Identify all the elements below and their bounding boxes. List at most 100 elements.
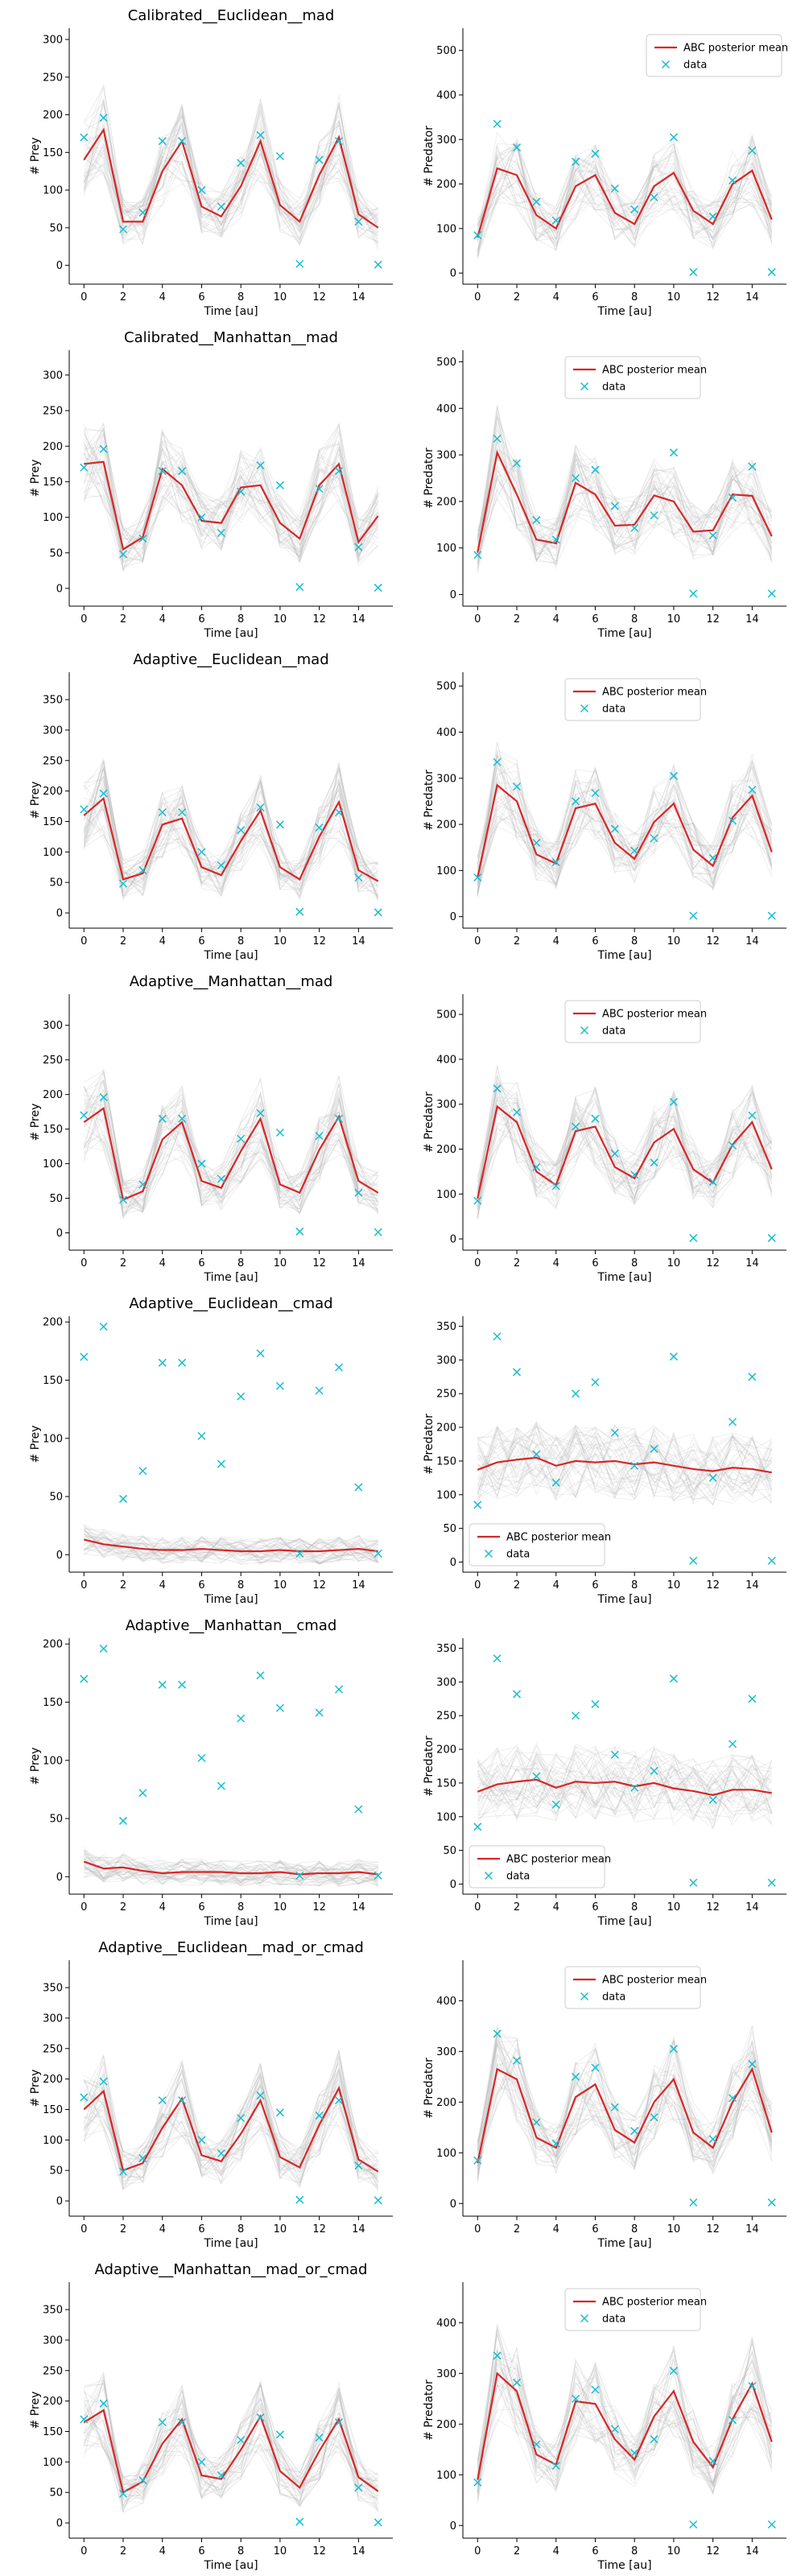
- sample-line: [83, 762, 378, 902]
- data-point: [689, 2520, 698, 2529]
- x-tick-label: 14: [352, 613, 365, 625]
- y-tick-label: 50: [49, 1193, 63, 1205]
- posterior-samples: [83, 2370, 379, 2514]
- data-point: [728, 816, 737, 825]
- chart-title: Adaptive__Manhattan__mad: [130, 973, 333, 990]
- x-tick-label: 6: [592, 2223, 598, 2235]
- data-point: [315, 824, 324, 832]
- data-point: [630, 2449, 639, 2458]
- legend: ABC posterior mean data: [564, 2288, 707, 2331]
- sample-line: [83, 422, 379, 563]
- sample-line: [477, 156, 772, 257]
- sample-line: [477, 2037, 773, 2165]
- data-point: [493, 434, 502, 443]
- mean-line: [83, 127, 379, 229]
- sample-line: [477, 1429, 773, 1505]
- sample-line: [477, 764, 773, 891]
- sample-line: [84, 2070, 378, 2184]
- y-tick-label: 250: [436, 1389, 456, 1401]
- sample-line: [477, 775, 773, 893]
- x-tick-label: 4: [159, 1901, 166, 1913]
- sample-line: [477, 753, 773, 890]
- data-point: [767, 2520, 776, 2529]
- data-point: [689, 1878, 698, 1887]
- x-tick-label: 0: [80, 1257, 87, 1269]
- x-tick-label: 2: [514, 1257, 520, 1269]
- legend-label: ABC posterior mean: [602, 1009, 707, 1021]
- sample-line: [83, 2062, 378, 2186]
- sample-line: [477, 2050, 773, 2179]
- sample-line: [477, 142, 773, 243]
- data-point: [237, 159, 246, 167]
- sample-line: [477, 1088, 773, 1219]
- sample-line: [83, 2392, 378, 2500]
- sample-line: [83, 431, 379, 564]
- y-tick-label: 200: [436, 1144, 456, 1156]
- x-tick-label: 8: [631, 935, 638, 947]
- legend-box: [564, 356, 701, 399]
- sample-line: [84, 1528, 378, 1558]
- y-tick-label: 0: [56, 2196, 63, 2208]
- x-tick-label: 10: [667, 1579, 681, 1591]
- data-point: [138, 1467, 147, 1476]
- sample-line: [83, 2061, 379, 2183]
- data-point: [473, 2156, 482, 2165]
- x-tick-label: 12: [706, 2223, 720, 2235]
- x-tick-label: 8: [237, 1257, 244, 1269]
- sample-line: [83, 1092, 378, 1212]
- y-axis-label: # Predator: [423, 1092, 436, 1153]
- data-point: [532, 2440, 541, 2449]
- y-tick-label: 350: [43, 695, 63, 707]
- sample-line: [84, 2417, 379, 2508]
- subplot-11: 0 2 4 6 8 10 12 14 0 50 100 150 200 Time [au] # Prey Ad…: [29, 1617, 393, 1928]
- sample-line: [84, 1069, 378, 1209]
- chart-title: Adaptive__Euclidean__cmad: [129, 1295, 332, 1312]
- data-point: [630, 1461, 639, 1470]
- mean-line: [477, 1456, 772, 1474]
- y-axis-label: # Predator: [423, 1414, 436, 1475]
- posterior-samples: [83, 422, 379, 572]
- x-tick-label: 10: [667, 2223, 681, 2235]
- sample-line: [477, 140, 772, 242]
- sample-line: [477, 1093, 772, 1210]
- data-point: [473, 551, 482, 559]
- sample-line: [83, 2388, 378, 2496]
- x-tick-label: 10: [667, 2545, 681, 2557]
- sample-line: [83, 88, 379, 237]
- y-tick-label: 350: [43, 1983, 63, 1995]
- sample-line: [477, 1065, 773, 1204]
- sample-line: [83, 1093, 379, 1210]
- subplot-4: 0 2 4 6 8 10 12 14 0 100 200 300 400 500 Time [au] # Pr…: [423, 350, 786, 640]
- sample-line: [477, 142, 773, 250]
- sample-line: [83, 2054, 378, 2185]
- data-point: [217, 1174, 225, 1183]
- sample-line: [477, 448, 773, 561]
- x-tick-label: 6: [592, 1579, 598, 1591]
- legend-label: ABC posterior mean: [602, 687, 707, 699]
- sample-line: [477, 1749, 773, 1827]
- data-point: [669, 133, 678, 142]
- y-tick-label: 500: [436, 357, 456, 369]
- data-point: [237, 2114, 246, 2123]
- y-tick-label: 500: [436, 1009, 456, 1022]
- x-tick-label: 2: [514, 1901, 520, 1913]
- data-point: [532, 838, 541, 848]
- sample-line: [83, 1849, 378, 1885]
- data-point: [551, 1182, 560, 1191]
- x-tick-label: 12: [312, 613, 326, 625]
- sample-line: [477, 2047, 772, 2175]
- sample-line: [84, 1855, 378, 1886]
- y-tick-label: 0: [450, 2198, 456, 2211]
- legend-label: ABC posterior mean: [602, 2297, 707, 2309]
- sample-line: [83, 2063, 378, 2184]
- data-point: [217, 861, 225, 870]
- data-point: [118, 225, 128, 233]
- sample-line: [477, 153, 773, 241]
- x-tick-label: 2: [120, 1901, 126, 1913]
- sample-line: [83, 114, 379, 239]
- x-tick-label: 6: [198, 1579, 204, 1591]
- y-tick-label: 100: [43, 847, 63, 859]
- subplot-6: 0 2 4 6 8 10 12 14 0 100 200 300 400 500 Time [au] # Pr…: [423, 672, 786, 962]
- x-tick-label: 2: [120, 613, 126, 625]
- posterior-samples: [477, 131, 773, 258]
